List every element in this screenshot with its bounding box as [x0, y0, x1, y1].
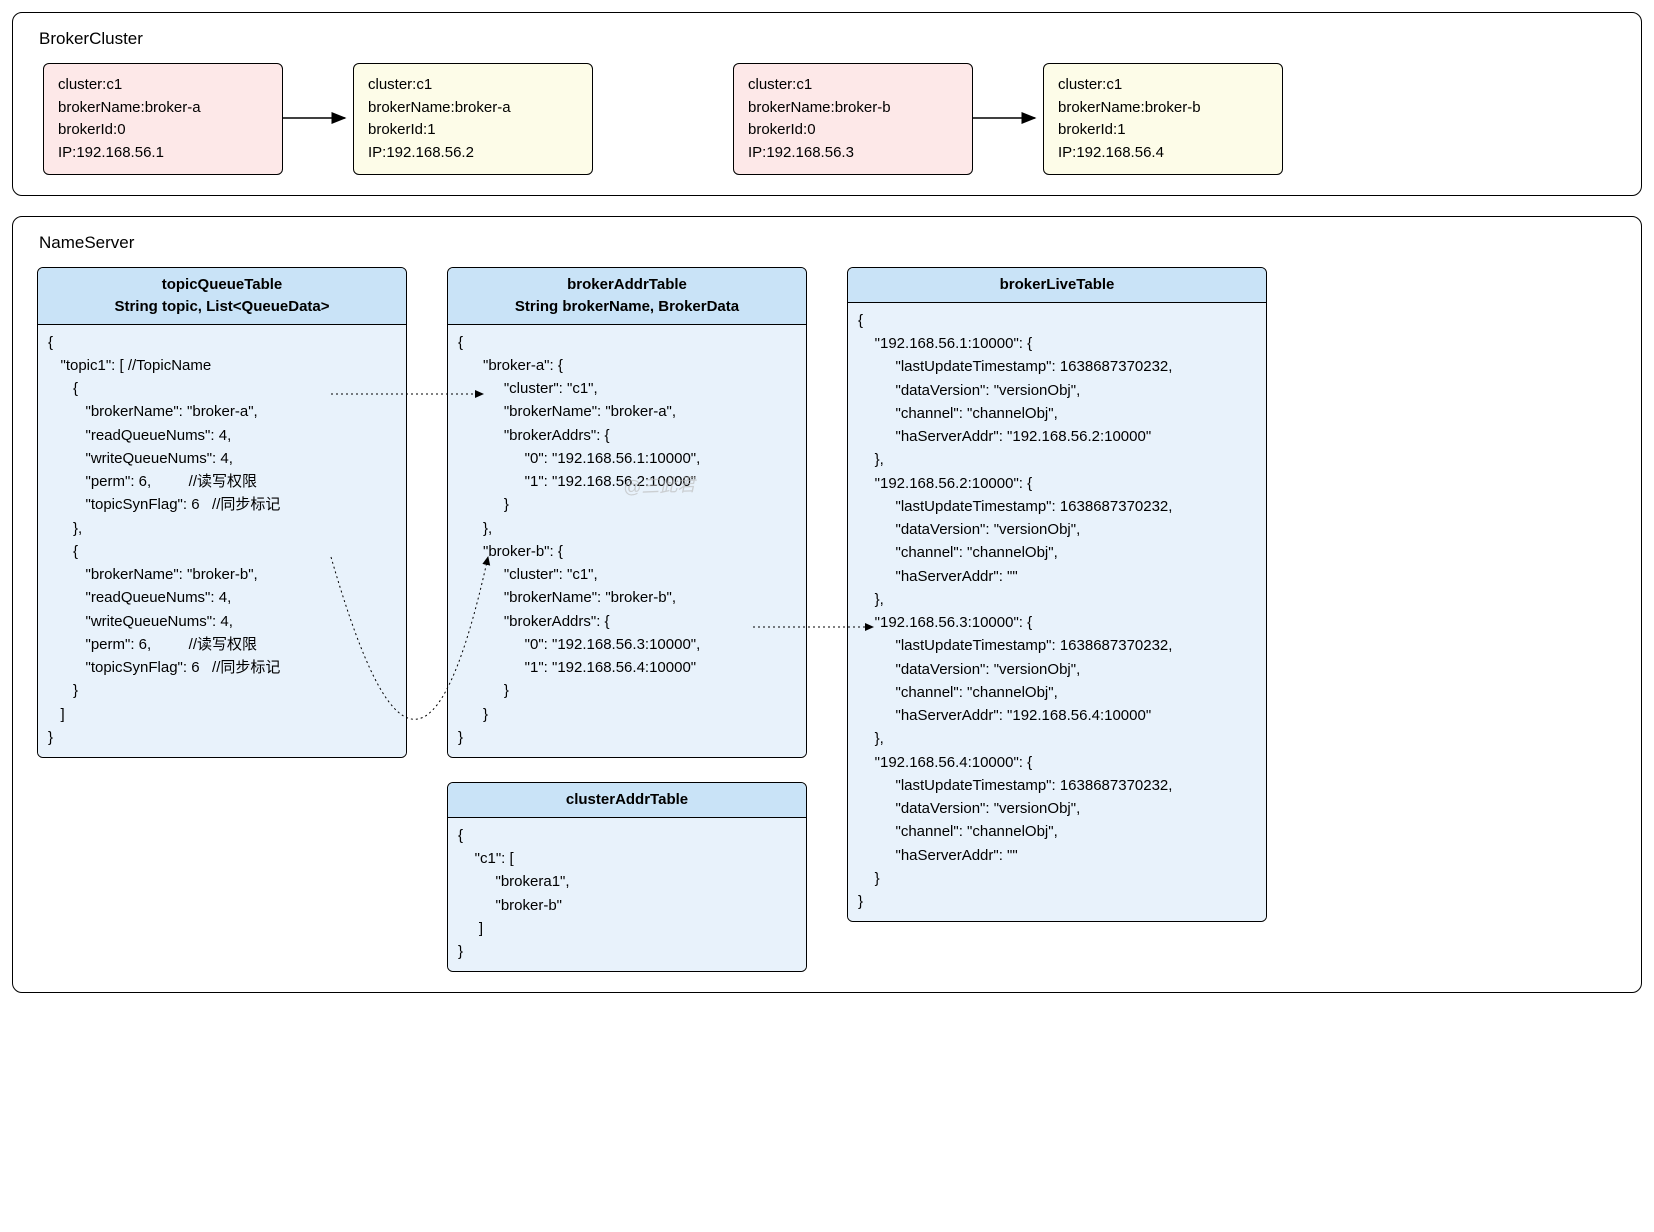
broker-node-line: brokerName:broker-a: [368, 97, 578, 120]
table-header-line: topicQueueTable: [48, 274, 396, 296]
broker-node-line: brokerId:1: [1058, 119, 1268, 142]
table-header: topicQueueTable String topic, List<Queue…: [38, 268, 406, 325]
broker-cluster-title: BrokerCluster: [39, 29, 1621, 49]
broker-node-line: brokerId:0: [58, 119, 268, 142]
broker-node-line: cluster:c1: [368, 74, 578, 97]
name-server-container: NameServer topicQueueTable String topic,…: [12, 216, 1642, 993]
table-body: { "topic1": [ //TopicName { "brokerName"…: [38, 325, 406, 758]
broker-live-table: brokerLiveTable { "192.168.56.1:10000": …: [847, 267, 1267, 922]
broker-node-line: brokerName:broker-a: [58, 97, 268, 120]
table-header: brokerLiveTable: [848, 268, 1266, 303]
broker-node-line: IP:192.168.56.3: [748, 142, 958, 165]
table-body: { "c1": [ "brokera1", "broker-b" ] }: [448, 818, 806, 972]
table-body: { "192.168.56.1:10000": { "lastUpdateTim…: [848, 303, 1266, 922]
cluster-addr-table: clusterAddrTable { "c1": [ "brokera1", "…: [447, 782, 807, 972]
broker-node-3: cluster:c1 brokerName:broker-b brokerId:…: [1043, 63, 1283, 175]
broker-node-1: cluster:c1 brokerName:broker-a brokerId:…: [353, 63, 593, 175]
broker-node-0: cluster:c1 brokerName:broker-a brokerId:…: [43, 63, 283, 175]
table-body: { "broker-a": { "cluster": "c1", "broker…: [448, 325, 806, 758]
name-server-title: NameServer: [39, 233, 1621, 253]
broker-cluster-container: BrokerCluster cluster:c1 brokerName:brok…: [12, 12, 1642, 196]
broker-node-line: brokerId:1: [368, 119, 578, 142]
broker-node-line: IP:192.168.56.4: [1058, 142, 1268, 165]
table-header-line: brokerLiveTable: [858, 274, 1256, 296]
broker-node-line: cluster:c1: [748, 74, 958, 97]
broker-node-line: brokerName:broker-b: [748, 97, 958, 120]
arrow-0-1: [283, 118, 353, 120]
table-header-line: brokerAddrTable: [458, 274, 796, 296]
broker-node-line: IP:192.168.56.1: [58, 142, 268, 165]
broker-node-line: cluster:c1: [1058, 74, 1268, 97]
tables-row: topicQueueTable String topic, List<Queue…: [33, 267, 1621, 972]
table-header: clusterAddrTable: [448, 783, 806, 818]
broker-node-line: brokerName:broker-b: [1058, 97, 1268, 120]
arrow-2-3: [973, 118, 1043, 120]
broker-node-line: IP:192.168.56.2: [368, 142, 578, 165]
table-header: brokerAddrTable String brokerName, Broke…: [448, 268, 806, 325]
table-header-line: clusterAddrTable: [458, 789, 796, 811]
col-3: brokerLiveTable { "192.168.56.1:10000": …: [847, 267, 1267, 922]
table-header-line: String brokerName, BrokerData: [458, 296, 796, 318]
broker-node-line: brokerId:0: [748, 119, 958, 142]
table-header-line: String topic, List<QueueData>: [48, 296, 396, 318]
broker-row: cluster:c1 brokerName:broker-a brokerId:…: [33, 63, 1621, 175]
topic-queue-table: topicQueueTable String topic, List<Queue…: [37, 267, 407, 758]
watermark: @三此君: [623, 471, 696, 500]
broker-node-line: cluster:c1: [58, 74, 268, 97]
broker-node-2: cluster:c1 brokerName:broker-b brokerId:…: [733, 63, 973, 175]
broker-addr-table: brokerAddrTable String brokerName, Broke…: [447, 267, 807, 758]
col-1: topicQueueTable String topic, List<Queue…: [37, 267, 407, 758]
col-2: brokerAddrTable String brokerName, Broke…: [447, 267, 807, 972]
